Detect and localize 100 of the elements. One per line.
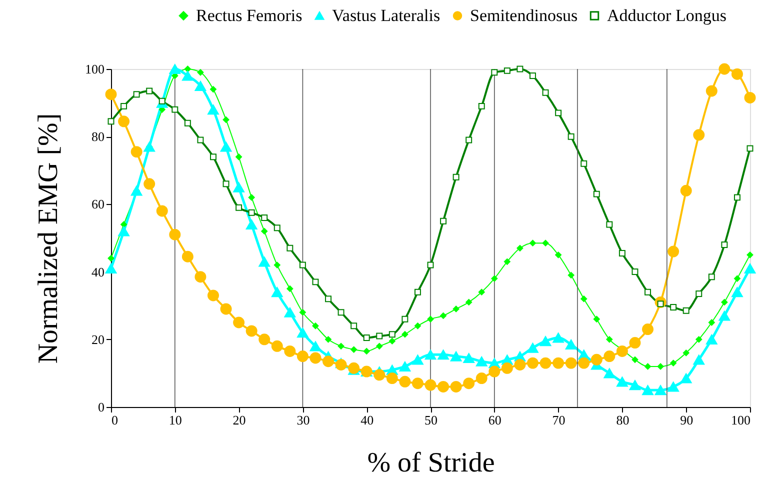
point xyxy=(310,341,322,352)
point xyxy=(450,351,462,362)
point xyxy=(261,214,268,221)
point xyxy=(182,250,194,262)
point xyxy=(746,252,754,258)
point xyxy=(491,69,498,76)
point xyxy=(452,174,460,180)
point xyxy=(325,296,332,302)
point xyxy=(668,246,680,258)
point xyxy=(220,303,232,315)
point xyxy=(654,385,666,396)
point xyxy=(118,226,130,236)
point xyxy=(402,331,408,338)
point xyxy=(734,194,740,201)
point xyxy=(271,340,283,352)
point xyxy=(501,362,513,374)
point xyxy=(427,316,434,322)
point xyxy=(376,332,383,340)
point xyxy=(642,324,654,335)
x-tick-label: 0 xyxy=(112,412,118,428)
point xyxy=(402,316,408,322)
point xyxy=(670,304,677,311)
legend-label: Vastus Lateralis xyxy=(332,6,440,25)
point xyxy=(450,380,462,392)
point xyxy=(172,106,178,113)
legend-label: Semitendinosus xyxy=(470,6,578,25)
x-tick-label: 80 xyxy=(616,412,630,428)
point xyxy=(184,120,191,126)
point xyxy=(108,118,114,125)
point xyxy=(258,256,270,267)
point xyxy=(118,116,130,128)
point xyxy=(296,350,308,362)
point xyxy=(197,69,204,76)
point xyxy=(604,368,616,378)
point xyxy=(542,89,549,96)
point xyxy=(310,352,322,364)
y-tick-label: 80 xyxy=(92,129,104,144)
point xyxy=(156,205,168,217)
point xyxy=(504,258,510,265)
point xyxy=(606,221,613,228)
point xyxy=(568,133,574,140)
point xyxy=(476,356,488,366)
point xyxy=(222,116,230,123)
point xyxy=(618,250,626,256)
point xyxy=(744,263,756,274)
legend-label: Adductor Longus xyxy=(607,6,726,25)
point xyxy=(565,339,577,350)
point xyxy=(130,146,142,158)
point xyxy=(590,354,602,366)
point xyxy=(312,278,319,286)
x-tick-label: 70 xyxy=(552,412,566,428)
point xyxy=(220,142,232,152)
point xyxy=(530,240,536,246)
point xyxy=(284,307,296,318)
point xyxy=(388,338,396,344)
point xyxy=(284,345,296,357)
point xyxy=(169,228,181,240)
point xyxy=(629,337,641,349)
x-tick-label: 50 xyxy=(424,412,438,428)
point xyxy=(644,288,651,296)
point xyxy=(286,285,294,292)
point xyxy=(682,350,690,356)
point xyxy=(412,354,424,365)
point xyxy=(130,186,142,196)
point xyxy=(696,336,702,343)
point xyxy=(438,350,450,360)
point xyxy=(322,356,334,368)
point xyxy=(708,274,715,280)
point xyxy=(693,354,705,365)
point xyxy=(246,219,258,230)
point xyxy=(363,348,370,354)
point xyxy=(552,357,564,369)
point xyxy=(274,262,280,268)
point xyxy=(438,380,450,392)
point xyxy=(526,342,538,353)
point xyxy=(616,345,628,357)
point xyxy=(721,242,728,248)
point xyxy=(632,356,638,363)
point xyxy=(412,378,424,390)
point xyxy=(388,331,396,338)
point xyxy=(629,380,641,390)
point xyxy=(540,336,552,346)
point xyxy=(338,309,344,316)
point xyxy=(325,336,332,343)
point xyxy=(144,142,156,152)
x-tick-label: 100 xyxy=(731,412,750,428)
point xyxy=(565,357,577,369)
point xyxy=(721,298,728,306)
point xyxy=(718,310,730,321)
point xyxy=(363,334,370,341)
point xyxy=(414,288,421,296)
point xyxy=(706,85,718,97)
x-tick-label: 10 xyxy=(168,412,182,428)
point xyxy=(246,325,258,337)
point xyxy=(248,209,255,216)
point xyxy=(734,275,740,282)
point xyxy=(680,373,692,384)
point xyxy=(606,336,613,343)
point xyxy=(555,252,562,258)
point xyxy=(530,72,536,79)
